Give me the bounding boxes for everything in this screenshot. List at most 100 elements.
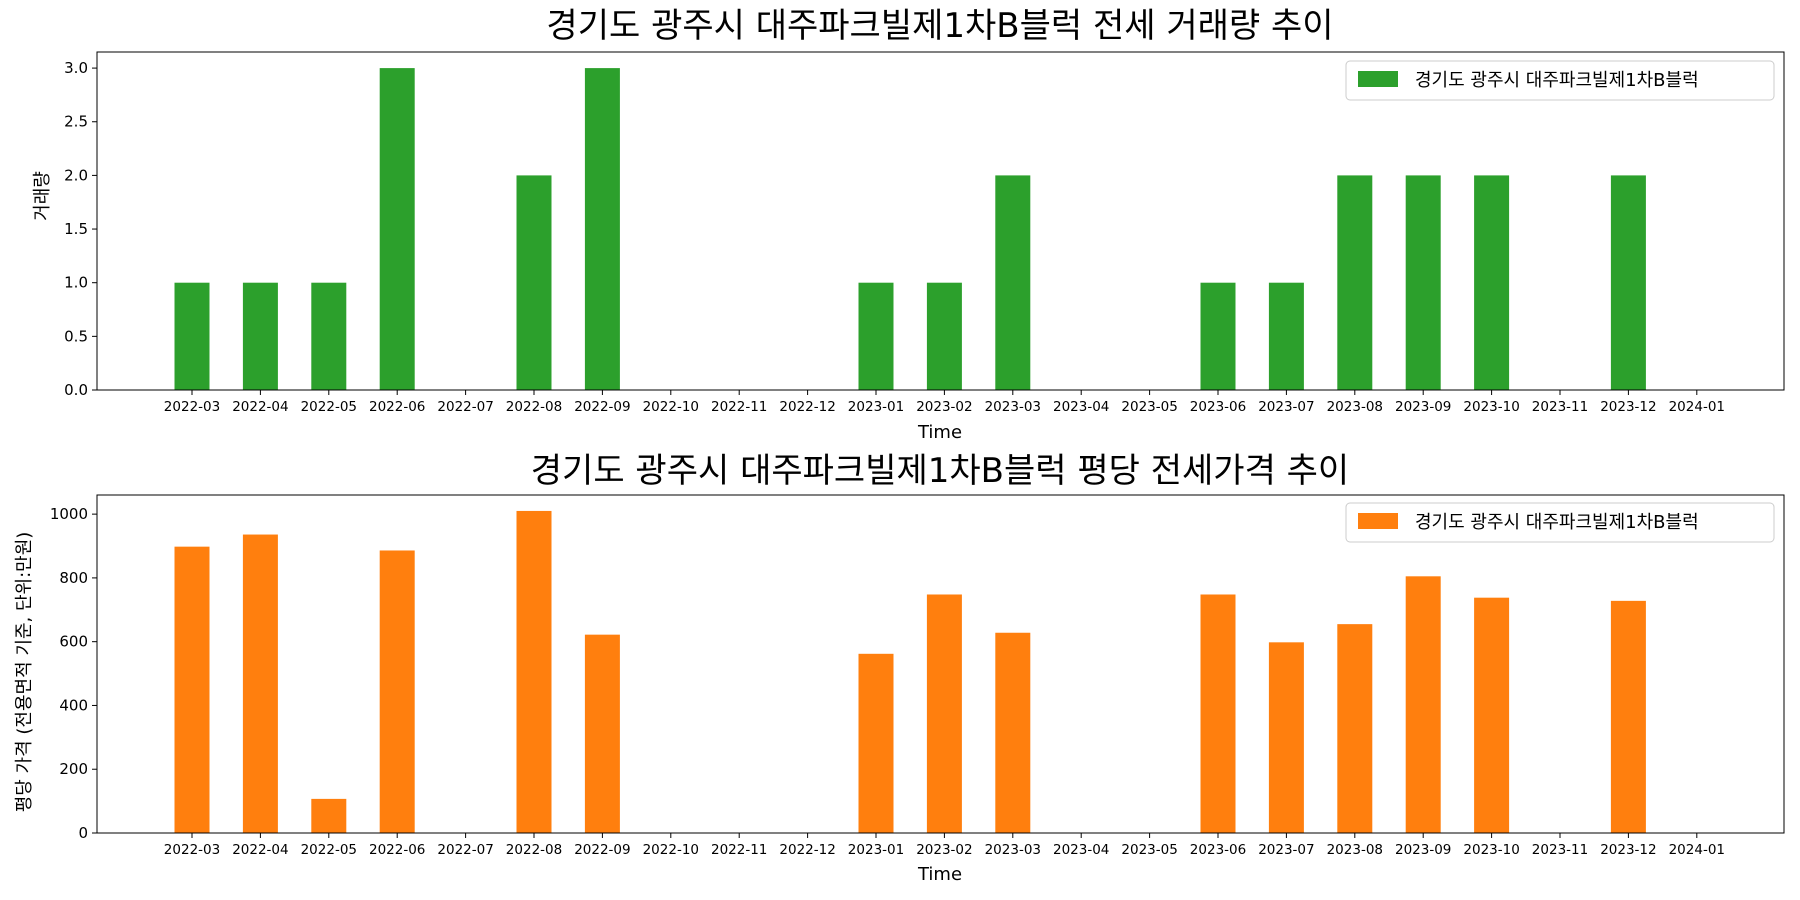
price-chart-xtick-label: 2023-11: [1532, 842, 1588, 858]
volume-chart-xtick-label: 2023-10: [1463, 399, 1519, 415]
price-chart-xtick-label: 2022-05: [301, 842, 357, 858]
price-chart-xtick-label: 2022-07: [437, 842, 493, 858]
legend-frame: [1345, 502, 1775, 543]
volume-chart-bar-2022-06: [379, 68, 415, 390]
volume-chart: 경기도 광주시 대주파크빌제1차B블럭 전세 거래량 추이 거래량 Time 0…: [32, 6, 1785, 443]
price-chart-legend: 경기도 광주시 대주파크빌제1차B블럭: [1345, 502, 1775, 543]
price-chart-xtick-label: 2023-12: [1600, 842, 1656, 858]
price-chart-bar-2022-08: [516, 510, 552, 833]
price-chart-xtick-label: 2023-02: [916, 842, 972, 858]
price-chart-xlabel: Time: [917, 864, 962, 885]
volume-chart-xtick-label: 2022-05: [301, 399, 357, 415]
price-chart-title: 경기도 광주시 대주파크빌제1차B블럭 평당 전세가격 추이: [531, 451, 1349, 491]
price-chart-ytick-label: 800: [59, 569, 88, 587]
volume-chart-xtick-label: 2024-01: [1669, 399, 1725, 415]
price-chart-bar-2022-04: [242, 534, 278, 833]
price-chart-frame: [96, 494, 1785, 834]
price-chart-xtick-label: 2022-10: [643, 842, 699, 858]
price-chart-ytick-label: 400: [59, 696, 88, 714]
volume-chart-xtick-label: 2023-09: [1395, 399, 1451, 415]
price-chart-xtick-label: 2022-08: [506, 842, 562, 858]
price-chart-xtick-label: 2022-09: [574, 842, 630, 858]
volume-chart-xtick-label: 2023-01: [848, 399, 904, 415]
volume-chart-xtick-label: 2022-08: [506, 399, 562, 415]
volume-chart-xtick-label: 2023-03: [985, 399, 1041, 415]
price-chart-bar-2022-06: [379, 550, 415, 833]
price-chart-xticks: 2022-03 2022-04 2022-05 2022-06 2022-07 2022-…: [164, 833, 1725, 858]
legend-label: 경기도 광주시 대주파크빌제1차B블럭: [1415, 512, 1699, 533]
volume-chart-bar-2023-01: [858, 282, 894, 390]
price-chart-xtick-label: 2024-01: [1669, 842, 1725, 858]
volume-chart-bar-2022-03: [174, 282, 210, 390]
volume-chart-bar-2023-07: [1268, 282, 1304, 390]
volume-chart-ytick-label: 0.5: [64, 327, 88, 345]
volume-chart-bar-2023-08: [1337, 175, 1373, 390]
price-chart-ytick-label: 600: [59, 633, 88, 651]
volume-chart-xtick-label: 2023-07: [1258, 399, 1314, 415]
volume-chart-xtick-label: 2022-11: [711, 399, 767, 415]
volume-chart-legend: 경기도 광주시 대주파크빌제1차B블럭: [1345, 60, 1775, 101]
price-chart-bar-2022-03: [174, 546, 210, 833]
volume-chart-bar-2023-06: [1200, 282, 1236, 390]
price-chart-yticks: 0 200 400 600 800 1000: [50, 505, 97, 842]
price-chart-bar-2023-08: [1337, 624, 1373, 833]
volume-chart-title: 경기도 광주시 대주파크빌제1차B블럭 전세 거래량 추이: [546, 6, 1333, 46]
price-chart-bar-2023-12: [1610, 600, 1646, 833]
volume-chart-ytick-label: 0.0: [64, 381, 88, 399]
volume-chart-xtick-label: 2023-05: [1121, 399, 1177, 415]
volume-chart-ytick-label: 2.0: [64, 166, 88, 184]
price-chart-xtick-label: 2022-03: [164, 842, 220, 858]
volume-chart-ylabel: 거래량: [32, 171, 53, 221]
volume-chart-xtick-label: 2022-09: [574, 399, 630, 415]
volume-chart-bar-2023-03: [995, 175, 1031, 390]
volume-chart-bar-2022-08: [516, 175, 552, 390]
price-chart: 경기도 광주시 대주파크빌제1차B블럭 평당 전세가격 추이 평당 가격 (전용…: [14, 451, 1785, 885]
volume-chart-bar-2023-10: [1474, 175, 1510, 390]
price-chart-bar-2023-02: [926, 594, 962, 833]
price-chart-ytick-label: 0: [78, 824, 88, 842]
volume-chart-xtick-label: 2022-03: [164, 399, 220, 415]
price-chart-bar-2023-06: [1200, 594, 1236, 833]
volume-chart-xtick-label: 2023-02: [916, 399, 972, 415]
price-chart-xtick-label: 2023-09: [1395, 842, 1451, 858]
volume-chart-ytick-label: 1.5: [64, 220, 88, 238]
price-chart-bar-2022-05: [311, 798, 347, 833]
volume-chart-ytick-label: 1.0: [64, 274, 88, 292]
volume-chart-xlabel: Time: [917, 422, 962, 443]
price-chart-ytick-label: 200: [59, 760, 88, 778]
price-chart-xtick-label: 2022-12: [779, 842, 835, 858]
volume-chart-xtick-label: 2022-04: [232, 399, 288, 415]
volume-chart-ytick-label: 3.0: [64, 59, 88, 77]
legend-swatch: [1358, 513, 1398, 529]
volume-chart-bar-2023-12: [1610, 175, 1646, 390]
legend-frame: [1345, 60, 1775, 101]
volume-chart-ytick-label: 2.5: [64, 113, 88, 131]
price-chart-bars: [174, 510, 1646, 833]
volume-chart-bar-2022-05: [311, 282, 347, 390]
price-chart-xtick-label: 2023-01: [848, 842, 904, 858]
price-chart-xtick-label: 2022-04: [232, 842, 288, 858]
volume-chart-bar-2023-02: [926, 282, 962, 390]
volume-chart-frame: [96, 51, 1785, 391]
price-chart-bar-2023-07: [1268, 642, 1304, 833]
price-chart-xtick-label: 2023-06: [1190, 842, 1246, 858]
price-chart-xtick-label: 2023-08: [1327, 842, 1383, 858]
price-chart-xtick-label: 2023-05: [1121, 842, 1177, 858]
volume-chart-bar-2022-04: [242, 282, 278, 390]
price-chart-bar-2022-09: [584, 634, 620, 833]
price-chart-xtick-label: 2022-06: [369, 842, 425, 858]
price-chart-xtick-label: 2023-07: [1258, 842, 1314, 858]
price-chart-ytick-label: 1000: [50, 505, 88, 523]
volume-chart-xtick-label: 2022-10: [643, 399, 699, 415]
price-chart-xtick-label: 2023-04: [1053, 842, 1109, 858]
price-chart-xtick-label: 2022-11: [711, 842, 767, 858]
volume-chart-bars: [174, 68, 1646, 390]
legend-swatch: [1358, 71, 1398, 87]
volume-chart-xticks: 2022-03 2022-04 2022-05 2022-06 2022-07 2022-…: [164, 390, 1725, 415]
volume-chart-yticks: 0.0 0.5 1.0 1.5 2.0 2.5 3.0: [64, 59, 97, 399]
price-chart-xtick-label: 2023-03: [985, 842, 1041, 858]
price-chart-xtick-label: 2023-10: [1463, 842, 1519, 858]
volume-chart-xtick-label: 2023-04: [1053, 399, 1109, 415]
volume-chart-xtick-label: 2022-07: [437, 399, 493, 415]
